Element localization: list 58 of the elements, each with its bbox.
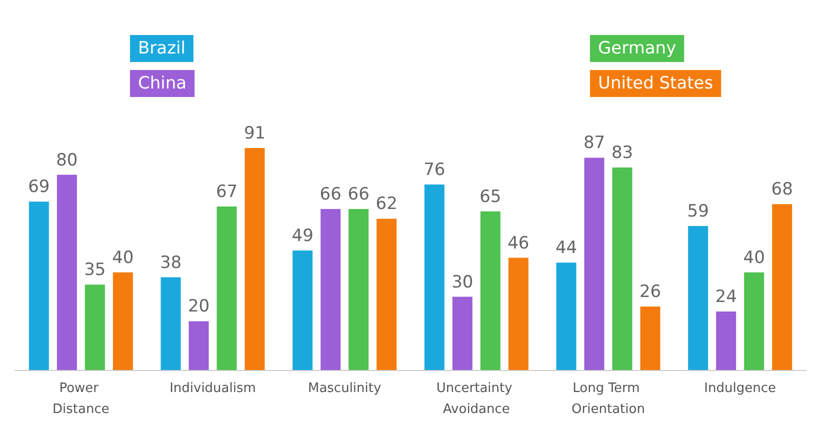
- data-label: 76: [424, 160, 446, 180]
- bar: [56, 174, 77, 370]
- bar: [452, 296, 472, 370]
- data-label: 69: [28, 177, 50, 198]
- bar: [292, 250, 313, 370]
- data-label: 65: [480, 186, 502, 207]
- data-label: 24: [715, 286, 737, 307]
- text: China: [138, 74, 187, 94]
- bar: [216, 206, 237, 370]
- bar: [612, 167, 632, 370]
- bar: [348, 208, 369, 370]
- bar: [84, 284, 105, 370]
- bar: [480, 211, 500, 370]
- bar: [376, 218, 397, 370]
- bar: [640, 306, 660, 370]
- x-tick-label: Individualism: [170, 381, 256, 396]
- data-label: 66: [348, 184, 370, 204]
- bar: [424, 184, 444, 370]
- x-tick-label: Indulgence: [704, 381, 776, 396]
- data-label: 87: [583, 133, 606, 154]
- data-label: 83: [611, 142, 634, 163]
- bar: [320, 208, 341, 370]
- data-label: 38: [160, 252, 182, 273]
- x-tick-label: Long Term Orientation: [572, 381, 645, 417]
- bar: [28, 202, 49, 370]
- data-label: 66: [320, 184, 342, 204]
- bar: [556, 262, 576, 370]
- data-label: 26: [639, 282, 662, 302]
- x-tick-label: Uncertainty Avoidance: [436, 381, 516, 417]
- bar: [772, 204, 792, 370]
- data-label: 30: [452, 272, 474, 292]
- data-label: 67: [216, 182, 238, 202]
- bar: [160, 277, 181, 370]
- bar: [508, 258, 528, 370]
- bar: [584, 158, 604, 370]
- data-label: 46: [508, 233, 530, 254]
- bar: [188, 321, 209, 370]
- data-label: 40: [112, 248, 134, 268]
- text: Germany: [598, 38, 676, 58]
- bar: [716, 311, 736, 370]
- data-label: 44: [555, 238, 578, 258]
- data-label: 91: [244, 123, 266, 144]
- data-label: 62: [376, 194, 398, 214]
- data-label: 35: [84, 260, 106, 280]
- bar: [112, 272, 133, 370]
- data-label: 68: [771, 180, 793, 200]
- bar: [244, 148, 265, 370]
- x-tick-label: Power Distance: [52, 381, 110, 417]
- data-label: 20: [188, 296, 210, 317]
- data-label: 40: [743, 248, 765, 268]
- data-label: 59: [687, 202, 709, 222]
- bar: [744, 272, 764, 370]
- bar: [688, 226, 708, 370]
- text: Brazil: [138, 38, 186, 58]
- data-label: 49: [292, 226, 314, 246]
- x-tick-label: Masculinity: [308, 381, 382, 396]
- data-label: 80: [56, 150, 78, 170]
- text: United States: [598, 74, 714, 94]
